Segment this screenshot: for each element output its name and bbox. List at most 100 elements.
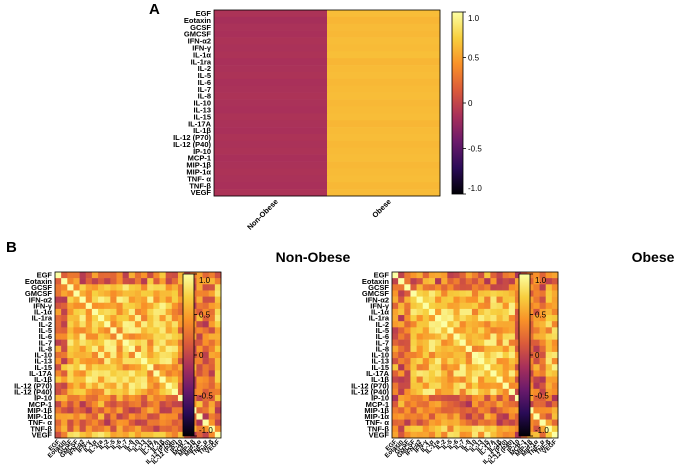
heatmap-non-obese-cell: [116, 419, 123, 427]
heatmap-non-obese-cell: [165, 272, 173, 279]
heatmap-non-obese-cell: [110, 302, 117, 310]
heatmap-obese-cell: [447, 339, 454, 347]
heatmap-obese-cell: [392, 382, 399, 390]
heatmap-obese-cell: [551, 302, 559, 310]
heatmap-non-obese-cell: [134, 407, 142, 414]
heatmap-obese-cell: [533, 290, 540, 297]
heatmap-non-obese-cell: [104, 376, 111, 383]
heatmap-obese-cell: [484, 370, 491, 377]
heatmap-obese-cell: [508, 345, 516, 353]
heatmap-obese-cell: [428, 382, 436, 390]
heatmap-non-obese-cell: [165, 333, 173, 340]
heatmap-obese-cell: [551, 290, 559, 297]
heatmap-non-obese-cell: [177, 272, 185, 279]
heatmap-obese-cell: [551, 401, 559, 408]
heatmap-obese-cell: [551, 327, 559, 334]
heatmap-non-obese-cell: [110, 278, 117, 285]
heatmap-obese-cell: [539, 321, 547, 328]
heatmap-non-obese-cell: [159, 345, 166, 353]
heatmap-obese-cell: [545, 376, 553, 383]
heatmap-non-obese-cell: [85, 284, 93, 291]
heatmap-obese-cell: [514, 272, 522, 279]
heatmap-obese-cell: [447, 278, 454, 285]
heatmap-obese-cell: [428, 284, 436, 291]
heatmap-a-cell: [214, 72, 328, 80]
heatmap-obese-cell: [435, 327, 442, 334]
heatmap-obese-cell: [410, 364, 417, 371]
heatmap-non-obese-cell: [153, 272, 160, 279]
heatmap-obese-cell: [539, 345, 547, 353]
heatmap-obese-cell: [410, 382, 417, 390]
heatmap-obese-cell: [527, 333, 534, 340]
heatmap-non-obese-cell: [134, 339, 142, 347]
heatmap-non-obese-cell: [141, 333, 148, 340]
heatmap-obese-cell: [459, 364, 467, 371]
heatmap-non-obese-cell: [147, 308, 154, 316]
heatmap-non-obese-cell: [171, 296, 179, 304]
heatmap-non-obese-cell: [55, 272, 62, 279]
heatmap-non-obese-cell: [177, 284, 185, 291]
heatmap-non-obese-cell: [214, 401, 222, 408]
heatmap-obese-cell: [502, 425, 510, 433]
heatmap-obese-cell: [410, 327, 417, 334]
heatmap-obese-cell: [459, 382, 467, 390]
heatmap-obese-cell: [514, 278, 522, 285]
heatmap-obese-cell: [545, 431, 553, 439]
heatmap-non-obese-cell: [153, 431, 160, 439]
heatmap-non-obese-cell: [141, 388, 148, 396]
heatmap-non-obese-cell: [153, 345, 160, 353]
heatmap-obese-cell: [447, 382, 454, 390]
heatmap-obese-cell: [410, 419, 417, 427]
heatmap-obese-cell: [502, 382, 510, 390]
heatmap-obese-cell: [465, 290, 473, 297]
heatmap-obese-cell: [447, 364, 454, 371]
heatmap-obese-cell: [514, 431, 522, 439]
heatmap-obese-cell: [392, 290, 399, 297]
heatmap-non-obese-cell: [202, 308, 210, 316]
heatmap-non-obese-cell: [85, 388, 93, 396]
heatmap-obese-cell: [422, 388, 430, 396]
heatmap-obese-cell: [428, 425, 436, 433]
heatmap-non-obese-cell: [55, 388, 62, 396]
heatmap-non-obese-cell: [128, 376, 136, 383]
heatmap-non-obese-cell: [128, 321, 136, 328]
heatmap-non-obese-cell: [208, 284, 216, 291]
heatmap-obese-cell: [471, 272, 479, 279]
heatmap-obese-cell: [496, 278, 503, 285]
heatmap-obese-cell: [490, 272, 497, 279]
heatmap-obese-cell: [428, 388, 436, 396]
heatmap-a-row-label: IL-1ra: [191, 57, 212, 66]
heatmap-obese-cell: [416, 339, 424, 347]
heatmap-non-obese-cell: [104, 351, 111, 359]
heatmap-a-cell: [214, 10, 328, 18]
heatmap-non-obese-cell: [128, 290, 136, 297]
heatmap-obese-cell: [404, 296, 411, 304]
heatmap-non-obese-cell: [147, 394, 154, 402]
heatmap-non-obese-cell: [159, 339, 166, 347]
heatmap-obese-cell: [471, 327, 479, 334]
heatmap-non-obese-cell: [208, 364, 216, 371]
heatmap-obese-cell: [484, 308, 491, 316]
heatmap-obese-cell: [447, 284, 454, 291]
heatmap-obese-cell: [453, 290, 460, 297]
heatmap-obese-cell: [478, 376, 485, 383]
heatmap-non-obese-cell: [73, 419, 80, 427]
heatmap-obese-cell: [496, 413, 503, 420]
heatmap-obese-cell: [551, 315, 559, 322]
heatmap-non-obese-cell: [122, 278, 130, 285]
heatmap-a-cell: [214, 154, 328, 162]
heatmap-obese-cell: [428, 302, 436, 310]
heatmap-non-obese-cell: [153, 296, 160, 304]
heatmap-non-obese-colorbar-tick-label: 1.0: [199, 276, 211, 285]
heatmap-non-obese-cell: [165, 364, 173, 371]
heatmap-obese-cell: [416, 278, 424, 285]
heatmap-obese-cell: [392, 413, 399, 420]
heatmap-obese-row-label: IL-13: [371, 357, 389, 366]
heatmap-non-obese-cell: [128, 278, 136, 285]
heatmap-obese-cell: [514, 376, 522, 383]
heatmap-obese-cell: [398, 327, 405, 334]
heatmap-obese-cell: [459, 345, 467, 353]
heatmap-non-obese-row-label: GCSF: [31, 283, 52, 292]
heatmap-non-obese-cell: [177, 370, 185, 377]
heatmap-obese-cell: [502, 308, 510, 316]
